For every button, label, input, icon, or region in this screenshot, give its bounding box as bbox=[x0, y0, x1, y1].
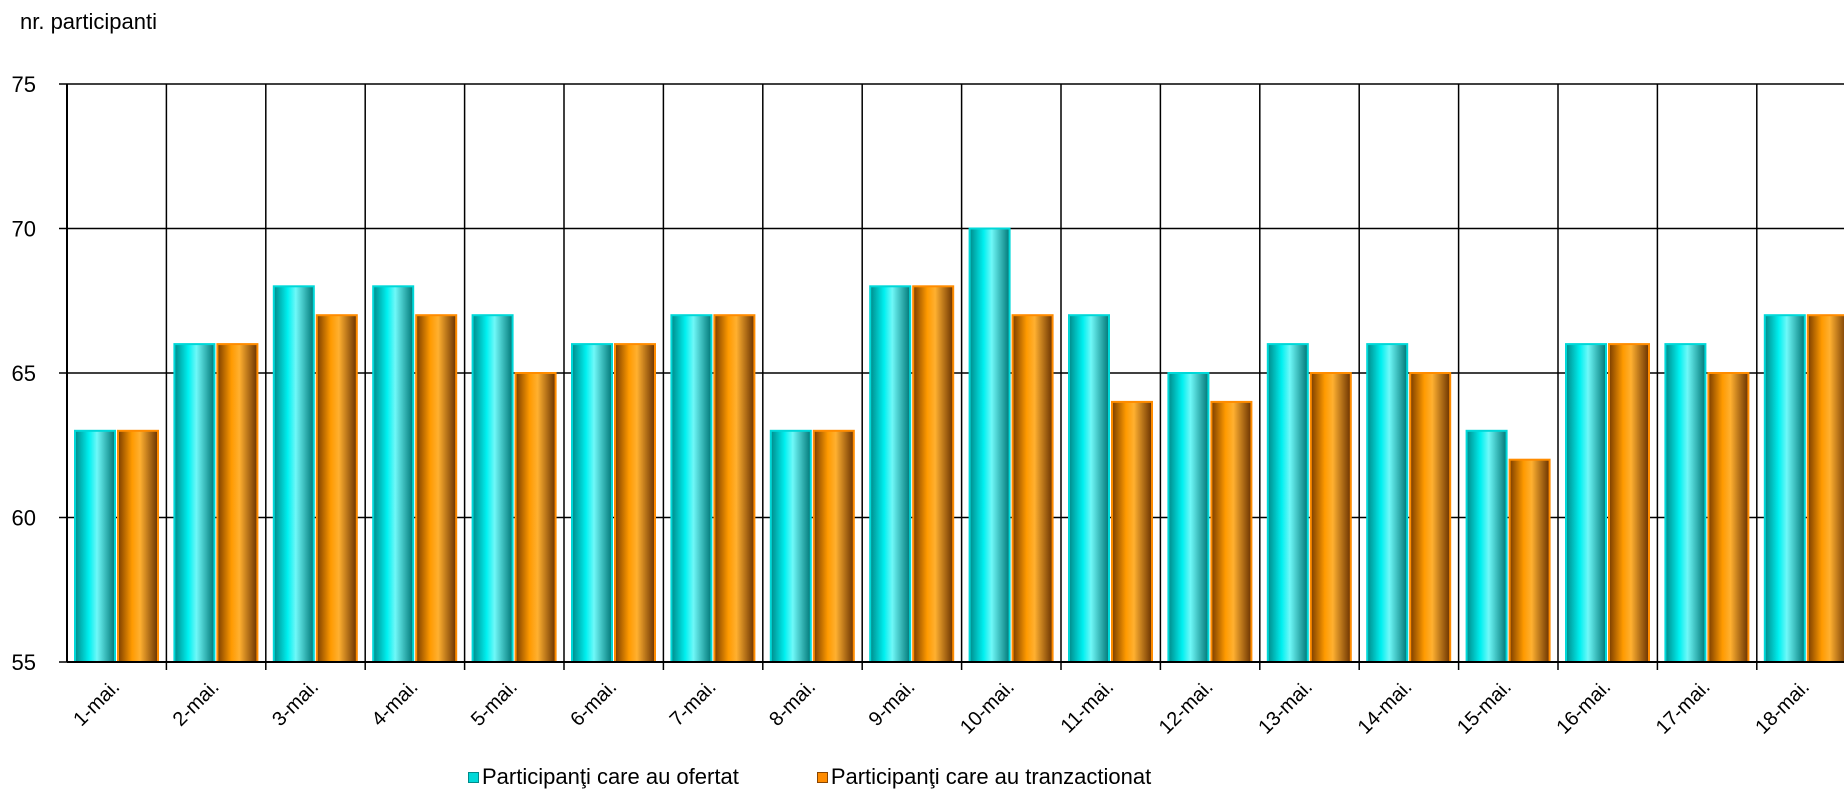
bar-tranzactionat bbox=[614, 343, 656, 663]
legend-label-tranzactionat: Participanţi care au tranzactionat bbox=[830, 764, 1152, 789]
bar-tranzactionat bbox=[713, 314, 756, 663]
bar-tranzactionat bbox=[1508, 458, 1551, 664]
x-tick-label: 18-mai. bbox=[1751, 676, 1814, 739]
bar-tranzactionat bbox=[1707, 372, 1750, 663]
bar-ofertat bbox=[571, 343, 613, 663]
legend-item-tranzactionat: Participanţi care au tranzactionat bbox=[816, 764, 1152, 790]
x-tick-label: 4-mai. bbox=[368, 676, 423, 731]
bar-ofertat bbox=[173, 343, 216, 663]
bar-tranzactionat bbox=[1409, 372, 1452, 663]
bar-ofertat bbox=[1068, 314, 1110, 663]
bar-ofertat bbox=[1465, 429, 1508, 663]
bar-ofertat bbox=[1664, 343, 1707, 663]
bar-tranzactionat bbox=[812, 429, 855, 663]
bar-tranzactionat bbox=[117, 429, 159, 663]
y-tick-label: 60 bbox=[12, 506, 36, 531]
bar-tranzactionat bbox=[1210, 400, 1253, 663]
bar-tranzactionat bbox=[1111, 400, 1153, 663]
bar-tranzactionat bbox=[315, 314, 358, 663]
bar-tranzactionat bbox=[1806, 314, 1844, 663]
legend: Participanţi care au ofertat Participanţ… bbox=[468, 764, 1229, 790]
bar-tranzactionat bbox=[1011, 314, 1054, 663]
bar-ofertat bbox=[471, 314, 514, 663]
bar-tranzactionat bbox=[415, 314, 458, 663]
x-tick-label: 13-mai. bbox=[1254, 676, 1317, 739]
x-tick-label: 6-mai. bbox=[566, 676, 621, 731]
legend-swatch-tranzactionat bbox=[816, 771, 828, 783]
x-tick-label: 5-mai. bbox=[467, 676, 522, 731]
bar-ofertat bbox=[1167, 372, 1210, 663]
x-tick-label: 1-mai. bbox=[69, 676, 124, 731]
bar-ofertat bbox=[372, 285, 415, 663]
y-axis-label: nr. participanti bbox=[20, 9, 157, 34]
bar-ofertat bbox=[1763, 314, 1806, 663]
bar-ofertat bbox=[769, 429, 812, 663]
bar-ofertat bbox=[968, 227, 1011, 663]
x-tick-label: 7-mai. bbox=[666, 676, 721, 731]
y-tick-label: 65 bbox=[12, 361, 36, 386]
bar-tranzactionat bbox=[1309, 372, 1352, 663]
x-tick-label: 9-mai. bbox=[865, 676, 920, 731]
x-tick-label: 3-mai. bbox=[268, 676, 323, 731]
y-tick-label: 75 bbox=[12, 72, 36, 97]
bar-ofertat bbox=[74, 429, 116, 663]
bar-tranzactionat bbox=[912, 285, 955, 663]
y-tick-label: 70 bbox=[12, 217, 36, 242]
bar-tranzactionat bbox=[1608, 343, 1650, 663]
legend-label-ofertat: Participanţi care au ofertat bbox=[482, 764, 739, 789]
bar-ofertat bbox=[1266, 343, 1309, 663]
legend-swatch-ofertat bbox=[468, 771, 479, 783]
bar-ofertat bbox=[1565, 343, 1607, 663]
x-tick-label: 8-mai. bbox=[765, 676, 820, 731]
bar-tranzactionat bbox=[216, 343, 259, 663]
bar-ofertat bbox=[272, 285, 315, 663]
x-tick-label: 11-mai. bbox=[1057, 676, 1119, 738]
bars bbox=[74, 227, 1844, 664]
x-tick-label: 15-mai. bbox=[1453, 676, 1516, 739]
bar-ofertat bbox=[1366, 343, 1409, 663]
x-tick-label: 17-mai. bbox=[1652, 676, 1715, 739]
x-tick-label: 10-mai. bbox=[956, 676, 1019, 739]
x-tick-label: 2-mai. bbox=[169, 676, 224, 731]
x-tick-label: 12-mai. bbox=[1155, 676, 1218, 739]
bar-ofertat bbox=[869, 285, 912, 663]
x-tick-label: 16-mai. bbox=[1553, 676, 1616, 739]
grid bbox=[67, 83, 1844, 670]
x-tick-label: 14-mai. bbox=[1354, 676, 1417, 739]
y-tick-label: 55 bbox=[12, 650, 36, 675]
axes bbox=[59, 83, 1844, 663]
legend-item-ofertat: Participanţi care au ofertat bbox=[468, 764, 739, 790]
bar-tranzactionat bbox=[514, 372, 557, 663]
bar-ofertat bbox=[670, 314, 713, 663]
